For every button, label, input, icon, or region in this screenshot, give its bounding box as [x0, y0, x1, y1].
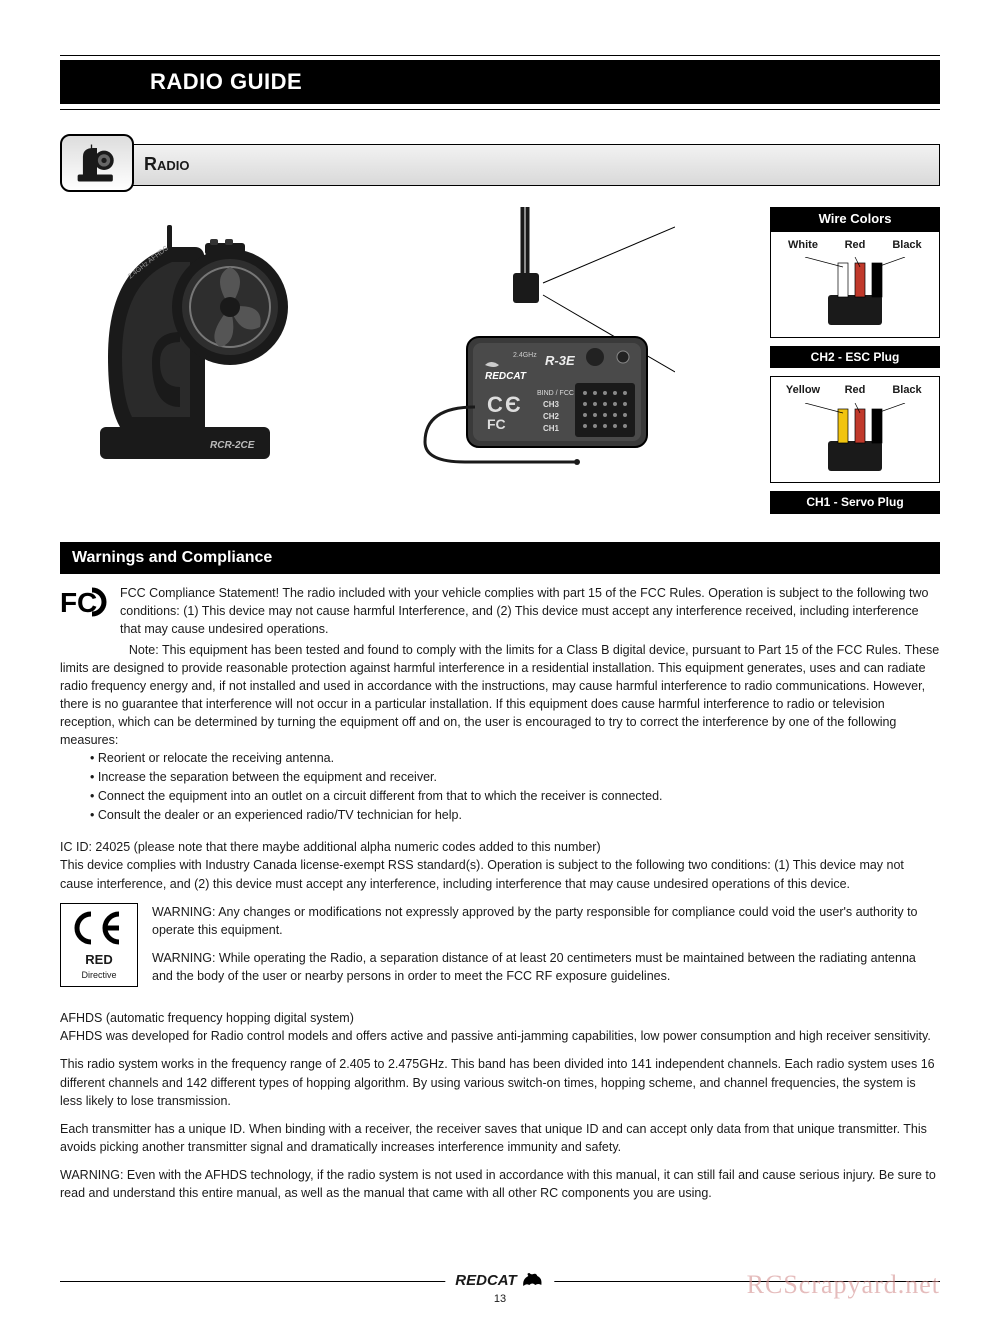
svg-text:R-3E: R-3E [545, 353, 575, 368]
plug-caption: CH2 - ESC Plug [770, 346, 940, 369]
svg-text:REDCAT: REDCAT [485, 371, 527, 382]
afhds-p1: AFHDS was developed for Radio control mo… [60, 1027, 940, 1045]
svg-text:C: C [487, 392, 503, 417]
svg-text:CH2: CH2 [543, 412, 560, 421]
svg-text:2.4GHz: 2.4GHz [513, 352, 537, 359]
fcc-note-label: Note: [108, 643, 162, 657]
watermark: RCScrapyard.net [747, 1267, 940, 1303]
transmitter-illustration: RCR-2CE 2.4GHz AFHDS [60, 207, 300, 467]
warnings-heading: Warnings and Compliance [60, 542, 940, 574]
wire-label: Red [829, 383, 881, 398]
svg-text:F: F [60, 587, 77, 618]
afhds-p3: Each transmitter has a unique ID. When b… [60, 1120, 940, 1156]
fcc-bullet: • Increase the separation between the eq… [90, 768, 940, 787]
plug-box: YellowRedBlack [770, 376, 940, 483]
ic-line1: IC ID: 24025 (please note that there may… [60, 838, 940, 856]
afhds-block: AFHDS (automatic frequency hopping digit… [60, 1009, 940, 1202]
fcc-block: F C FCC Compliance Statement! The radio … [60, 584, 940, 824]
transmitter-icon [60, 134, 134, 192]
ce-warn2: WARNING: While operating the Radio, a se… [152, 949, 940, 985]
fcc-bullet: • Consult the dealer or an experienced r… [90, 806, 940, 825]
afhds-title: AFHDS (automatic frequency hopping digit… [60, 1009, 940, 1027]
ce-icon [69, 910, 129, 946]
wire-label: Yellow [777, 383, 829, 398]
wire-label: Black [881, 238, 933, 253]
svg-text:FC: FC [487, 416, 506, 432]
fcc-icon: F C [60, 584, 108, 638]
svg-text:BIND / FCC: BIND / FCC [537, 390, 574, 397]
section-header: Radio [60, 134, 940, 192]
fcc-note: This equipment has been tested and found… [60, 643, 939, 748]
fcc-bullet: • Connect the equipment into an outlet o… [90, 787, 940, 806]
page-title: RADIO GUIDE [150, 67, 940, 98]
receiver-illustration: 2.4GHz REDCAT R-3E C Є FC BIND / FCC CH3… [395, 207, 675, 467]
afhds-p4: WARNING: Even with the AFHDS technology,… [60, 1166, 940, 1202]
ic-block: IC ID: 24025 (please note that there may… [60, 838, 940, 892]
plug-caption: CH1 - Servo Plug [770, 491, 940, 514]
section-label: Radio [144, 152, 190, 177]
wire-label: Black [881, 383, 933, 398]
ic-line2: This device complies with Industry Canad… [60, 856, 940, 892]
svg-text:Є: Є [505, 392, 521, 417]
title-bar: RADIO GUIDE [60, 60, 940, 104]
wire-colors-header: Wire Colors [770, 207, 940, 231]
afhds-p2: This radio system works in the frequency… [60, 1055, 940, 1109]
diagram-row: RCR-2CE 2.4GHz AFHDS [60, 207, 940, 522]
ce-red: RED [65, 951, 133, 969]
svg-text:RCR-2CE: RCR-2CE [210, 440, 255, 451]
ce-mark-box: RED Directive [60, 903, 138, 987]
fcc-bullets: • Reorient or relocate the receiving ant… [90, 749, 940, 824]
fcc-bullet: • Reorient or relocate the receiving ant… [90, 749, 940, 768]
wire-colors-panel: Wire Colors WhiteRedBlackCH2 - ESC PlugY… [770, 207, 940, 522]
svg-text:CH1: CH1 [543, 424, 560, 433]
redcat-icon [521, 1271, 545, 1289]
wire-label: Red [829, 238, 881, 253]
ce-block: RED Directive WARNING: Any changes or mo… [60, 903, 940, 996]
ce-directive: Directive [65, 969, 133, 982]
plug-box: WhiteRedBlack [770, 231, 940, 338]
svg-text:CH3: CH3 [543, 400, 560, 409]
footer-brand: REDCAT [445, 1270, 554, 1291]
section-label-bar: Radio [128, 144, 940, 186]
wire-label: White [777, 238, 829, 253]
fcc-para1: FCC Compliance Statement! The radio incl… [120, 586, 928, 636]
ce-warn1: WARNING: Any changes or modifications no… [152, 903, 940, 939]
